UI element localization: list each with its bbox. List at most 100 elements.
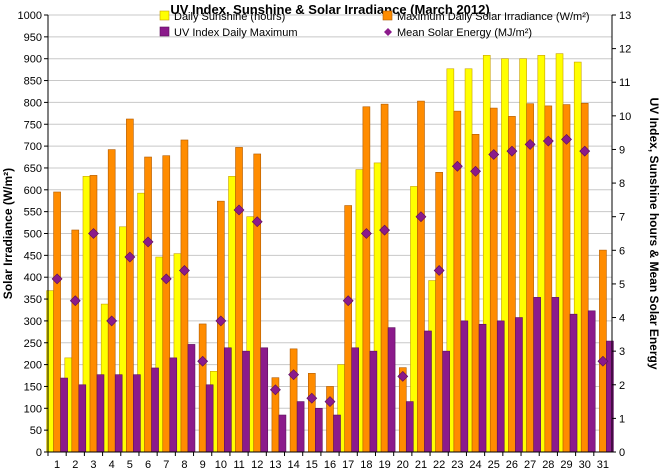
bar-bar-2 <box>405 401 414 453</box>
bar-bar-2 <box>278 414 287 453</box>
data-point <box>215 315 227 327</box>
bar-bar-2 <box>169 357 178 453</box>
data-point <box>579 145 591 157</box>
y-tick-label: 150 <box>24 381 42 393</box>
y2-tick-label: 0 <box>619 447 625 459</box>
x-tick-label: 24 <box>469 459 481 471</box>
data-point <box>451 160 463 172</box>
data-point <box>597 355 609 367</box>
bar-bar-2 <box>369 350 378 453</box>
data-point <box>288 369 300 381</box>
y2-tick-label: 10 <box>619 111 631 123</box>
legend-label: Mean Solar Energy (MJ/m²) <box>397 27 532 39</box>
y2-axis-title: UV Index, Sunshine hours & Mean Solar En… <box>647 97 660 369</box>
bar-bar-2 <box>587 310 596 453</box>
x-tick-label: 21 <box>415 459 427 471</box>
y-tick-label: 1000 <box>18 10 42 22</box>
data-point <box>69 295 81 307</box>
x-tick-label: 12 <box>251 459 263 471</box>
bar-bar-2 <box>315 407 323 453</box>
y2-tick-label: 7 <box>619 212 625 224</box>
bar-bar-2 <box>187 344 196 453</box>
y2-tick-label: 2 <box>619 380 625 392</box>
x-tick-label: 1 <box>54 459 60 471</box>
bar-bar-1 <box>362 106 371 453</box>
x-tick-label: 31 <box>597 459 609 471</box>
bar-bar-2 <box>460 320 469 453</box>
data-point <box>433 265 445 276</box>
data-point <box>506 145 518 157</box>
bar-bar-2 <box>205 384 214 453</box>
bar-bar-2 <box>533 297 541 453</box>
data-point <box>342 295 354 307</box>
data-point <box>524 138 536 150</box>
bar-bar-1 <box>417 100 425 453</box>
data-point <box>179 265 190 276</box>
data-point <box>51 273 63 285</box>
data-point <box>233 204 245 216</box>
x-tick-label: 15 <box>306 459 318 471</box>
y-tick-label: 500 <box>24 229 42 241</box>
bar-bar-2 <box>387 327 396 453</box>
legend-swatch-diamond <box>384 28 392 36</box>
bar-bar-1 <box>71 229 80 453</box>
y-tick-label: 800 <box>24 97 42 109</box>
x-tick-label: 23 <box>451 459 463 471</box>
legend-swatch <box>382 10 393 21</box>
x-tick-label: 7 <box>163 459 169 471</box>
bar-bar-1 <box>253 153 262 453</box>
bar-bar-2 <box>242 350 250 453</box>
data-point <box>106 315 118 327</box>
data-point <box>542 135 554 147</box>
bar-bar-2 <box>296 401 305 453</box>
y-tick-label: 0 <box>36 447 42 459</box>
bar-bar-2 <box>496 320 505 453</box>
data-point <box>160 273 172 285</box>
bar-bar-1 <box>380 103 389 453</box>
bar-bar-1 <box>144 156 152 453</box>
bar-bar-1 <box>562 104 571 453</box>
y-tick-label: 650 <box>24 163 42 175</box>
y-tick-label: 250 <box>24 338 42 350</box>
x-tick-label: 19 <box>378 459 390 471</box>
y2-tick-label: 3 <box>619 346 625 358</box>
bar-bar-2 <box>569 313 578 453</box>
bar-bar-1 <box>198 323 207 453</box>
y-tick-label: 400 <box>24 272 42 284</box>
x-tick-label: 3 <box>90 459 96 471</box>
points-layer <box>51 133 609 408</box>
data-point <box>124 251 136 263</box>
x-tick-label: 16 <box>324 459 336 471</box>
y-tick-label: 100 <box>24 403 42 415</box>
y-tick-label: 600 <box>24 185 42 197</box>
bar-bar-2 <box>60 377 68 453</box>
y-tick-label: 700 <box>24 141 42 153</box>
bar-bar-2 <box>478 323 487 453</box>
y-tick-label: 750 <box>24 119 42 131</box>
bar-bar-1 <box>435 172 443 453</box>
x-tick-label: 22 <box>433 459 445 471</box>
bar-bar-1 <box>544 105 553 453</box>
bar-bar-1 <box>508 116 516 453</box>
bar-bar-1 <box>107 149 116 453</box>
bar-bar-2 <box>114 374 123 453</box>
ticks-layer: 0501001502002503003504004505005506006507… <box>18 10 632 471</box>
bar-bar-2 <box>333 414 341 453</box>
data-point <box>269 384 281 396</box>
legend: Daily Sunshine (hours) Maximum Daily Sola… <box>159 10 590 39</box>
legend-label: Daily Sunshine (hours) <box>174 11 285 23</box>
bar-bar-1 <box>344 205 352 453</box>
data-point <box>360 228 372 239</box>
bar-bar-1 <box>217 200 225 453</box>
bar-bar-2 <box>260 347 269 453</box>
x-tick-label: 29 <box>560 459 572 471</box>
x-tick-label: 20 <box>397 459 409 471</box>
y-tick-label: 50 <box>30 425 42 437</box>
data-point <box>561 133 572 145</box>
y-tick-label: 950 <box>24 32 42 44</box>
data-point <box>324 396 336 408</box>
x-tick-label: 14 <box>287 459 299 471</box>
x-tick-label: 25 <box>488 459 500 471</box>
bar-bar-2 <box>424 330 432 453</box>
y-tick-label: 300 <box>24 316 42 328</box>
